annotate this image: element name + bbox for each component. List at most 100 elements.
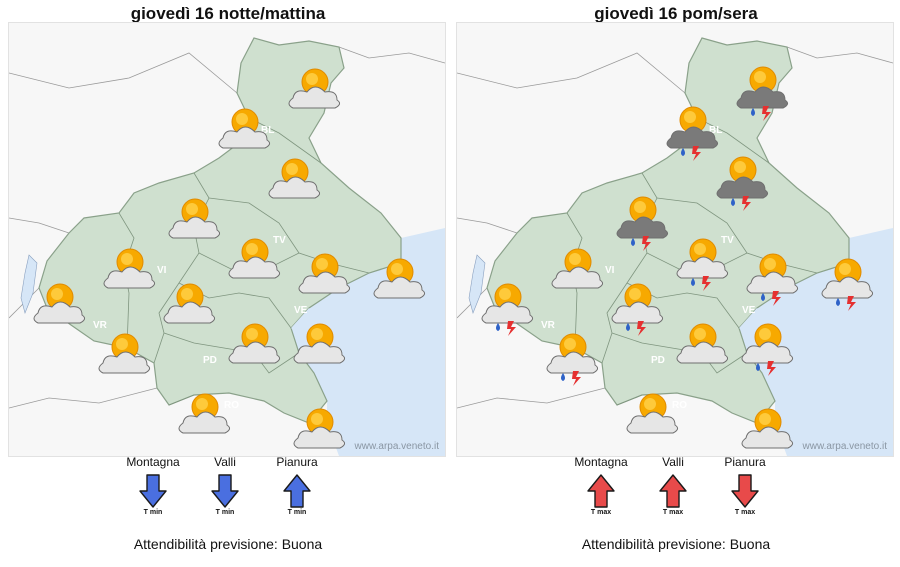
forecast-panel-afternoon-evening: giovedì 16 pom/sera BL TV VI VR PD VE RO www.a… (456, 0, 896, 567)
storm-icon (616, 196, 669, 251)
arrow-up-icon (283, 474, 311, 508)
province-label: VI (605, 265, 615, 276)
border-line (457, 52, 686, 94)
border-line (9, 52, 238, 94)
legend-tlabel: T min (287, 509, 307, 516)
panel-title: giovedì 16 pom/sera (594, 4, 758, 23)
legend-tlabel: T max (662, 509, 684, 516)
temperature-legend: Montagna T max Valli T max Pianura T max (566, 455, 786, 525)
border-line (457, 217, 518, 234)
legend-montagna: Montagna T max (566, 455, 636, 517)
province-label: VE (294, 305, 308, 316)
province-border (248, 117, 322, 164)
sun-cloud-icon (103, 248, 156, 289)
province-label: BL (709, 125, 722, 136)
map-svg: BL TV VI VR PD VE RO (457, 37, 893, 456)
province-border (696, 117, 770, 164)
arrow-down-icon (731, 474, 759, 508)
legend-pianura: Pianura T min (262, 455, 332, 517)
sun-cloud-storm-icon (481, 283, 534, 336)
sun-cloud-icon (168, 198, 221, 239)
sun-cloud-icon (293, 408, 346, 449)
sun-cloud-icon (741, 408, 794, 449)
sun-cloud-storm-icon (676, 238, 729, 291)
sun-cloud-icon (626, 393, 679, 434)
map-credit: www.arpa.veneto.it (354, 441, 440, 452)
province-label: PD (651, 355, 665, 366)
sun-cloud-icon (298, 253, 351, 294)
temperature-legend: Montagna T min Valli T min Pianura T min (118, 455, 338, 525)
legend-montagna: Montagna T min (118, 455, 188, 517)
sun-cloud-icon (551, 248, 604, 289)
province-label: RO (672, 400, 687, 411)
sun-cloud-icon (288, 68, 341, 109)
sun-cloud-icon (33, 283, 86, 324)
border-line (786, 46, 893, 64)
forecast-panel-night-morning: giovedì 16 notte/mattina BL TV VI VR PD VE RO … (8, 0, 448, 567)
reliability-line: Attendibilità previsione: Buona (8, 536, 448, 552)
sun-cloud-icon (228, 323, 281, 364)
legend-label-valli: Valli (662, 455, 684, 469)
sun-cloud-icon (676, 323, 729, 364)
lake-garda (20, 254, 38, 314)
province-label: PD (203, 355, 217, 366)
sun-cloud-icon (293, 323, 346, 364)
map-credit: www.arpa.veneto.it (802, 441, 888, 452)
legend-label-pianura: Pianura (724, 455, 766, 469)
storm-icon (666, 106, 719, 161)
province-label: VR (541, 320, 556, 331)
sun-cloud-storm-icon (746, 253, 799, 306)
sun-cloud-icon (373, 258, 426, 299)
legend-valli: Valli T max (638, 455, 708, 517)
arrow-down-icon (139, 474, 167, 508)
reliability-value: Buona (729, 536, 771, 552)
province-label: TV (273, 235, 286, 246)
province-border (153, 172, 210, 364)
province-label: VR (93, 320, 108, 331)
legend-label-montagna: Montagna (574, 455, 628, 469)
sun-cloud-icon (163, 283, 216, 324)
legend-pianura: Pianura T max (710, 455, 780, 517)
province-label: TV (721, 235, 734, 246)
province-label: RO (224, 400, 239, 411)
border-line (457, 387, 606, 409)
sun-cloud-storm-icon (611, 283, 664, 336)
border-line (9, 387, 158, 409)
province-label: BL (261, 125, 274, 136)
border-line (9, 217, 70, 234)
province-label: VE (742, 305, 756, 316)
map-svg: BL TV VI VR PD VE RO (9, 37, 445, 456)
sun-cloud-icon (218, 108, 271, 149)
sun-cloud-icon (178, 393, 231, 434)
sun-cloud-storm-icon (741, 323, 794, 376)
province-label: VI (157, 265, 167, 276)
sun-cloud-storm-icon (821, 258, 874, 311)
legend-tlabel: T min (215, 509, 235, 516)
legend-tlabel: T max (590, 509, 612, 516)
province-border (168, 394, 195, 406)
sun-cloud-icon (228, 238, 281, 279)
sun-cloud-icon (268, 158, 321, 199)
arrow-up-icon (587, 474, 615, 508)
panel-title: giovedì 16 notte/mattina (130, 4, 326, 23)
reliability-label: Attendibilità previsione: (133, 536, 278, 552)
veneto-map: BL TV VI VR PD VE RO www.arpa.veneto.it (8, 22, 446, 457)
storm-icon (716, 156, 769, 211)
border-line (338, 46, 445, 64)
province-border (616, 394, 643, 406)
lake-garda (468, 254, 486, 314)
legend-label-valli: Valli (214, 455, 236, 469)
storm-icon (736, 66, 789, 121)
legend-valli: Valli T min (190, 455, 260, 517)
veneto-map: BL TV VI VR PD VE RO www.arpa.veneto.it (456, 22, 894, 457)
legend-tlabel: T max (734, 509, 756, 516)
reliability-value: Buona (281, 536, 323, 552)
arrow-up-icon (659, 474, 687, 508)
reliability-label: Attendibilità previsione: (581, 536, 726, 552)
arrow-down-icon (211, 474, 239, 508)
legend-label-pianura: Pianura (276, 455, 318, 469)
reliability-line: Attendibilità previsione: Buona (456, 536, 896, 552)
sun-cloud-icon (98, 333, 151, 374)
sun-cloud-storm-icon (546, 333, 599, 386)
legend-tlabel: T min (143, 509, 163, 516)
